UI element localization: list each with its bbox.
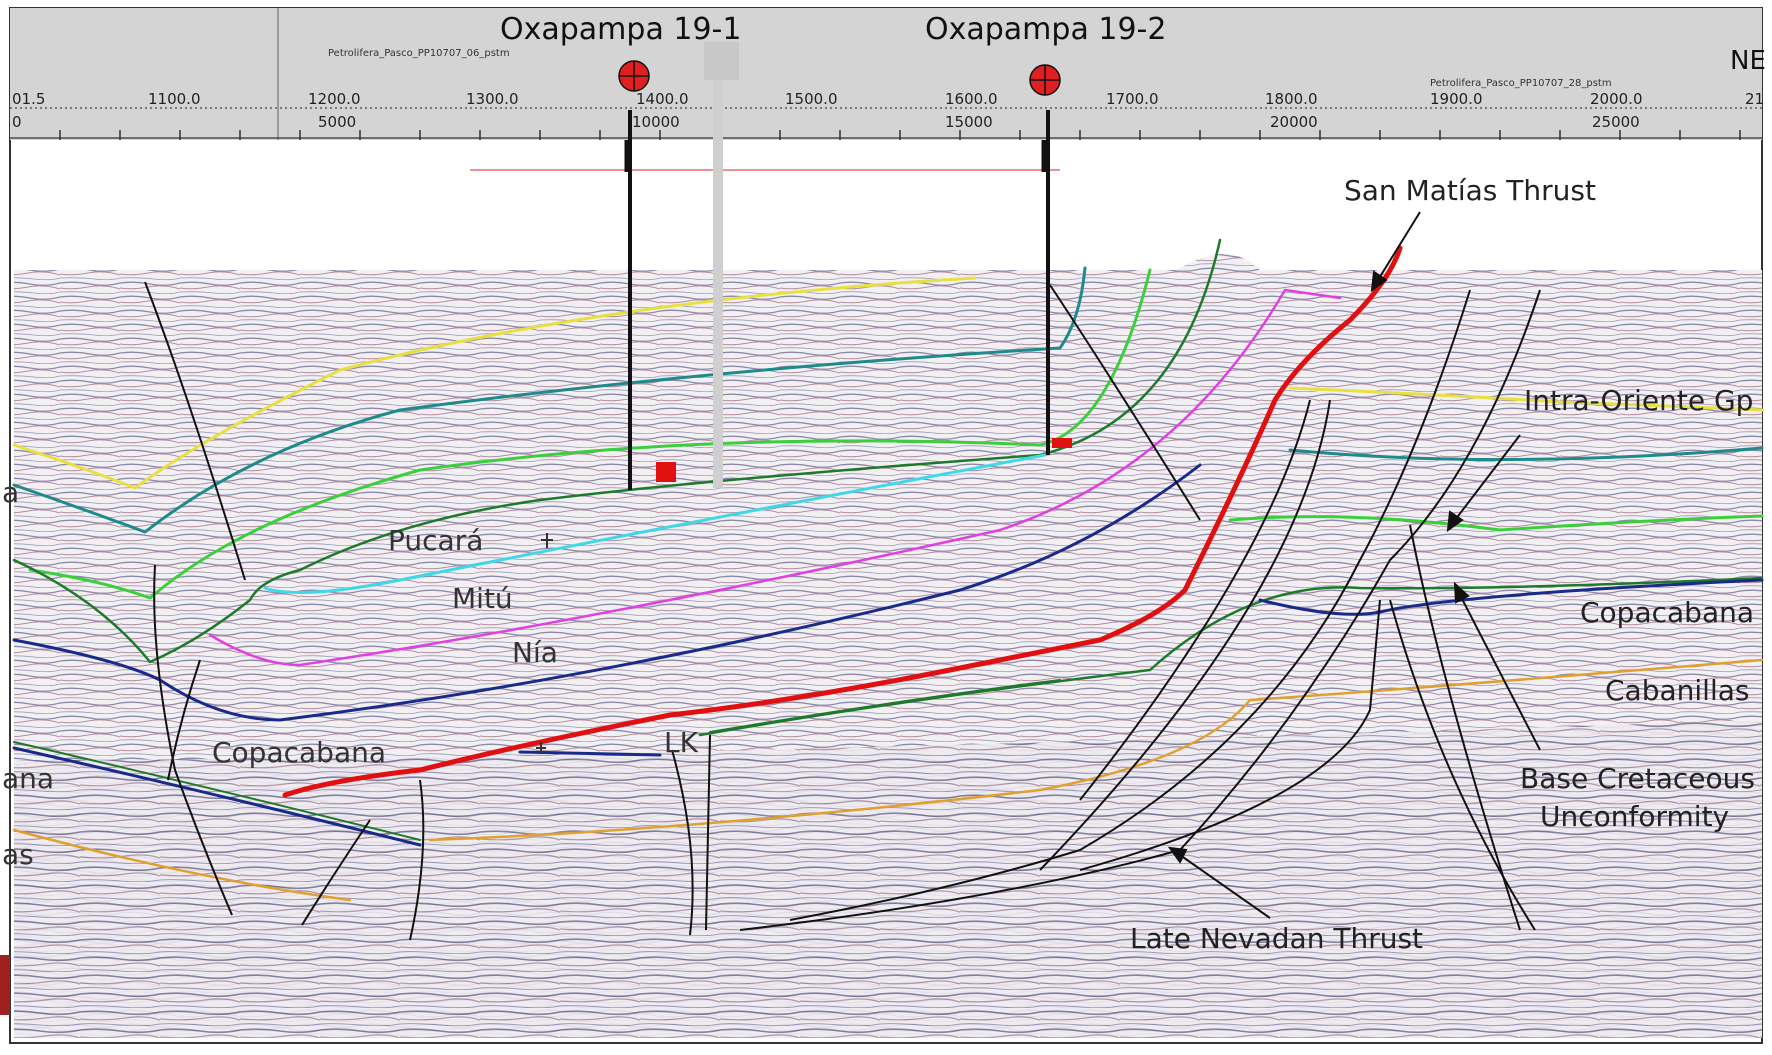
left-label-ana: ana: [2, 762, 55, 795]
mitu-label: Mitú: [452, 582, 513, 615]
cdp-label: 1200.0: [308, 90, 361, 108]
cdp-label: 1900.0: [1430, 90, 1483, 108]
horizon-navy-mid: [518, 750, 662, 757]
horizon-light-green-right: [1228, 514, 1764, 532]
seismic-data-deep: [14, 720, 1762, 1038]
gray-well-head: [704, 42, 739, 80]
blank-strip: [464, 140, 1069, 178]
axis-ticks: [59, 130, 1741, 140]
horizon-orange: [12, 658, 1764, 902]
cdp-label: 1700.0: [1106, 90, 1159, 108]
seismic-line-title-left: Petrolifera_Pasco_PP10707_06_pstm: [328, 48, 510, 59]
horizon-magenta: [208, 288, 1342, 667]
fault-11: [789, 289, 1471, 921]
fault-13: [1079, 599, 1381, 871]
horizon-cyan: [263, 453, 1047, 594]
fault-7: [705, 734, 711, 931]
fault-15: [1389, 599, 1536, 931]
axis-header-panel: [10, 8, 1762, 140]
seismic-anticline-top: [1150, 254, 1762, 300]
seismic-line-title-right: Petrolifera_Pasco_PP10707_28_pstm: [1430, 78, 1612, 89]
arrow-late-nevadan: [1179, 854, 1271, 919]
horizon-navy: [12, 463, 1202, 722]
well-2-title: Oxapampa 19-2: [925, 12, 1167, 47]
san-matias-thrust-label: San Matías Thrust: [1344, 174, 1596, 207]
main-thrust-red: [282, 245, 1403, 798]
fault-4: [301, 819, 371, 926]
distance-label: 15000: [945, 113, 993, 131]
distance-label: 0: [12, 113, 22, 131]
fault-8: [1049, 284, 1201, 521]
distance-label: 10000: [632, 113, 680, 131]
fault-1: [144, 281, 246, 581]
horizon-navy-left: [12, 746, 422, 847]
distance-label: 5000: [318, 113, 357, 131]
intra-oriente-label: Intra-Oriente Gp: [1524, 384, 1754, 417]
cdp-label: 1300.0: [466, 90, 519, 108]
copacabana-right-label: Copacabana: [1580, 596, 1755, 629]
nia-label: Nía: [512, 636, 558, 669]
cdp-label: 1600.0: [945, 90, 998, 108]
fault-5: [409, 779, 425, 941]
cabanillas-label: Cabanillas: [1605, 674, 1750, 707]
cdp-label: 1100.0: [148, 90, 201, 108]
cdp-label: 1800.0: [1265, 90, 1318, 108]
horizon-yellow-right: [1288, 386, 1764, 412]
well-1-title: Oxapampa 19-1: [500, 12, 742, 47]
fault-12: [739, 289, 1541, 931]
horizon-dark-green-lower: [698, 576, 1764, 737]
horizon-teal: [12, 266, 1087, 534]
cdp-label: 01.5: [12, 90, 46, 108]
fault-6: [671, 749, 694, 936]
base-cretaceous-label: Base Cretaceous: [1520, 762, 1755, 795]
fault-9: [1079, 399, 1311, 801]
horizon-teal-right: [1288, 446, 1764, 462]
left-label-as: as: [2, 838, 34, 871]
well-1-pick: [656, 462, 676, 482]
horizon-green-left: [13, 741, 421, 841]
fault-3: [167, 659, 201, 781]
horizon-light-green: [28, 268, 1152, 600]
cdp-label: 1400.0: [636, 90, 689, 108]
well-2-pick: [1052, 438, 1072, 448]
left-label-a: a: [2, 476, 20, 509]
lk-label: LK: [664, 726, 698, 759]
left-edge-mark: [0, 955, 10, 1015]
horizon-yellow: [12, 276, 977, 490]
distance-label: 25000: [1592, 113, 1640, 131]
copacabana-label: Copacabana: [212, 736, 387, 769]
well-2-group: [1029, 64, 1072, 455]
horizon-navy-lower: [1258, 578, 1764, 616]
horizon-green-mid: [709, 679, 1061, 733]
arrow-san-matias: [1377, 211, 1421, 281]
late-nevadan-thrust-label: Late Nevadan Thrust: [1130, 922, 1424, 955]
pucara-label: Pucará: [388, 524, 484, 557]
fault-14: [1409, 524, 1521, 931]
cdp-label: 21: [1745, 90, 1765, 108]
crosshair-marks: [536, 533, 553, 754]
fault-2: [153, 564, 233, 916]
arrow-intra-oriente: [1454, 434, 1521, 521]
fault-10: [1039, 399, 1331, 871]
well-1-group: [618, 60, 676, 490]
corner-label: NE: [1730, 46, 1766, 76]
cdp-label: 1500.0: [785, 90, 838, 108]
arrow-base-cretaceous: [1459, 594, 1541, 751]
well-gray-group: [704, 42, 739, 488]
cdp-label: 2000.0: [1590, 90, 1643, 108]
distance-label: 20000: [1270, 113, 1318, 131]
unconformity-label: Unconformity: [1540, 800, 1730, 833]
